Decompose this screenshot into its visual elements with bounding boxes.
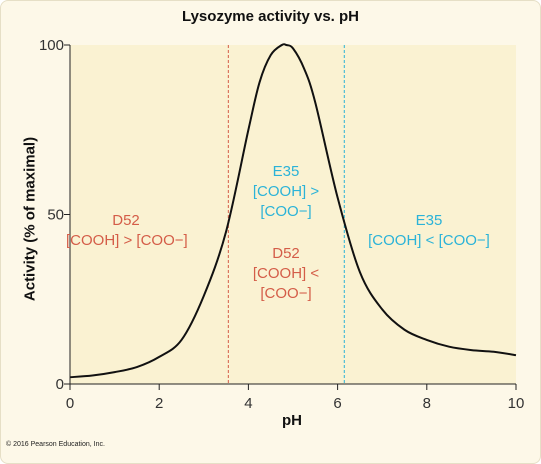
annotation-line: [COOH] > (252, 183, 320, 200)
annotation-d52-left: D52 [COOH] > [COO−] (66, 211, 188, 251)
activity-curve (69, 43, 517, 379)
x-axis-label: pH (282, 412, 302, 429)
annotation-line: D52 (272, 245, 300, 262)
y-tick-label: 50 (47, 207, 64, 224)
annotation-line: [COOH] < [COO−] (368, 232, 490, 249)
annotation-line: D52 (112, 212, 140, 229)
x-tick-label: 0 (66, 395, 74, 412)
annotation-d52-center: D52 [COOH] < [COO−] (231, 244, 341, 304)
annotation-e35-right: E35 [COOH] < [COO−] (349, 211, 509, 251)
chart-title: Lysozyme activity vs. pH (181, 8, 360, 25)
y-tick-label: 100 (39, 37, 64, 54)
annotation-line: [COOH] < (252, 265, 320, 282)
plot-area (70, 45, 516, 384)
annotation-line: E35 (415, 212, 443, 229)
annotation-line: [COO−] (260, 285, 312, 302)
x-tick-label: 2 (155, 395, 163, 412)
annotation-line: [COO−] (260, 203, 312, 220)
x-tick-label: 6 (333, 395, 341, 412)
x-tick-label: 10 (508, 395, 525, 412)
x-tick-label: 4 (244, 395, 252, 412)
annotation-line: [COOH] > [COO−] (66, 232, 188, 249)
y-tick-label: 0 (56, 376, 64, 393)
annotation-line: E35 (272, 163, 300, 180)
copyright-notice: © 2016 Pearson Education, Inc. (6, 441, 105, 448)
annotation-e35-center: E35 [COOH] > [COO−] (231, 162, 341, 222)
x-tick-label: 8 (423, 395, 431, 412)
y-axis-label: Activity (% of maximal) (21, 136, 39, 302)
